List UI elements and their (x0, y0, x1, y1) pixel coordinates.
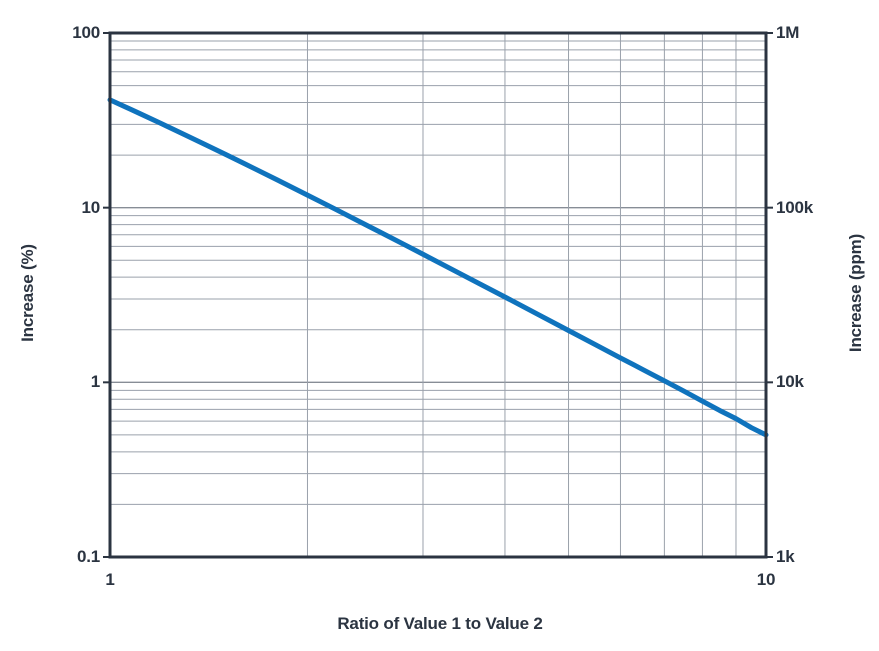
y-tick-label-right: 1M (776, 23, 800, 42)
x-tick-label: 1 (105, 570, 115, 589)
y-tick-label-left: 10 (81, 197, 100, 217)
y-axis-left-title: Increase (%) (18, 244, 37, 342)
y-tick-label-right: 100k (776, 197, 814, 217)
plot-border (108, 31, 768, 559)
x-tick-label: 10 (756, 570, 776, 589)
y-axis-right-title: Increase (ppm) (846, 233, 865, 353)
plot-area (103, 31, 773, 559)
y-tick-label-right: 1k (776, 547, 795, 566)
y-tick-label-left: 1 (90, 372, 100, 392)
plot-canvas (103, 31, 773, 559)
data-line-series (107, 97, 769, 438)
x-axis-title: Ratio of Value 1 to Value 2 (337, 614, 543, 633)
y-tick-label-left: 100 (72, 23, 100, 42)
y-tick-label-right: 10k (776, 372, 804, 392)
y-tick-label-left: 0.1 (76, 547, 100, 566)
